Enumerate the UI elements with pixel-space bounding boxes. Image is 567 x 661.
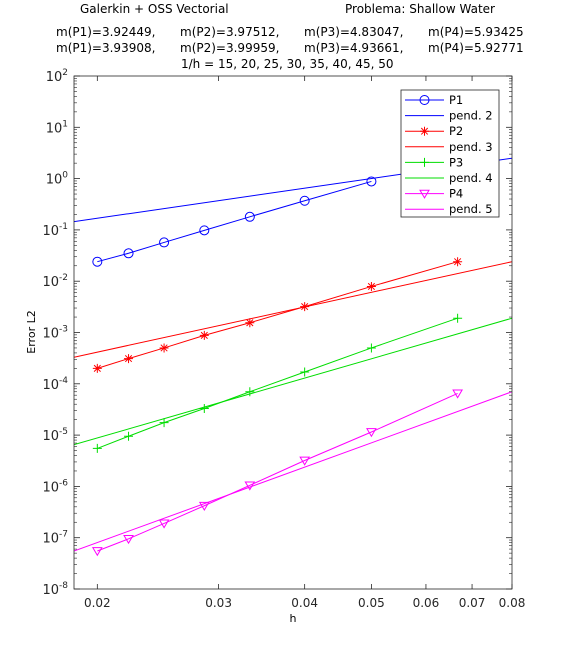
data-point-p2-8 <box>453 257 463 267</box>
header-line2-p2: m(P2)=3.97512, <box>180 25 280 39</box>
header-line3-p4: m(P4)=5.92771 <box>428 41 524 55</box>
series-line-p1 <box>97 180 372 263</box>
data-point-p2-1 <box>92 363 102 373</box>
header-line1-left: Galerkin + OSS Vectorial <box>80 2 229 16</box>
series-line-pend-5 <box>74 391 512 552</box>
y-tick-label-5: 10-4 <box>42 376 68 393</box>
data-point-p1-1 <box>92 256 103 267</box>
legend-label-p1: P1 <box>449 93 463 107</box>
data-point-p3-5 <box>245 387 255 397</box>
y-tick-label-1: 10-8 <box>42 581 68 598</box>
x-tick-label-7: 0.08 <box>499 596 526 610</box>
header-line1-right: Problema: Shallow Water <box>345 2 495 16</box>
data-point-p1-7 <box>366 176 377 187</box>
data-point-p1-6 <box>299 195 310 206</box>
data-point-p3-1 <box>92 443 102 453</box>
header-line3-p2: m(P2)=3.99959, <box>180 41 280 55</box>
legend-label-pend-3: pend. 3 <box>449 140 493 154</box>
y-tick-label-2: 10-7 <box>42 530 68 547</box>
data-point-p3-3 <box>159 418 169 428</box>
data-point-p3-8 <box>453 313 463 323</box>
x-tick-label-2: 0.03 <box>205 596 232 610</box>
x-tick-label-1: 0.02 <box>84 596 111 610</box>
legend-label-pend-5: pend. 5 <box>449 202 493 216</box>
header-line4: 1/h = 15, 20, 25, 30, 35, 40, 45, 50 <box>181 57 394 71</box>
legend-label-p4: P4 <box>449 187 463 201</box>
data-point-p4-6 <box>299 456 311 466</box>
legend-marker-p1 <box>419 95 430 105</box>
y-tick-label-10: 101 <box>46 119 68 136</box>
header-line2-p3: m(P3)=4.83047, <box>304 25 404 39</box>
legend-label-pend-2: pend. 2 <box>449 109 493 123</box>
data-point-p4-2 <box>123 534 134 545</box>
data-point-p2-7 <box>366 281 376 291</box>
header-line3-p1: m(P1)=3.93908, <box>56 41 156 55</box>
y-tick-label-4: 10-5 <box>42 427 68 444</box>
data-point-p4-8 <box>452 389 463 399</box>
data-point-p1-4 <box>199 225 210 236</box>
data-point-p3-2 <box>124 431 134 441</box>
legend-marker-p3 <box>420 157 429 167</box>
x-tick-label-3: 0.04 <box>291 596 318 610</box>
legend-label-p2: P2 <box>449 124 463 138</box>
y-tick-label-9: 100 <box>46 171 69 188</box>
y-tick-label-7: 10-2 <box>42 273 68 290</box>
x-axis-label: h <box>290 612 297 625</box>
header-line2-p1: m(P1)=3.92449, <box>56 25 156 39</box>
series-line-pend-4 <box>74 317 512 446</box>
series-clip-group <box>74 157 512 557</box>
data-point-p4-1 <box>91 547 103 557</box>
data-point-p4-4 <box>198 501 210 511</box>
legend-box <box>400 89 500 218</box>
header-line3-p3: m(P3)=4.93661, <box>304 41 404 55</box>
y-tick-label-3: 10-6 <box>42 478 68 495</box>
x-tick-label-6: 0.07 <box>459 596 486 610</box>
data-point-p4-7 <box>366 428 377 438</box>
data-point-p2-2 <box>124 354 134 364</box>
y-tick-label-6: 10-3 <box>42 325 68 342</box>
series-layer <box>74 157 512 557</box>
legend-marker-p4 <box>419 189 430 199</box>
data-point-p1-3 <box>159 237 170 248</box>
axes-layer: 0.02 0.03 0.04 0.05 0.06 0.07 0.08 10-8 10-7 10-6… <box>42 68 525 610</box>
data-point-p1-2 <box>123 248 134 259</box>
series-line-pend-3 <box>74 261 512 358</box>
data-point-p3-7 <box>366 343 376 353</box>
data-point-p1-5 <box>244 211 255 222</box>
y-tick-label-8: 10-1 <box>42 222 68 239</box>
header-line2-p4: m(P4)=5.93425 <box>428 25 524 39</box>
x-tick-label-5: 0.06 <box>413 596 440 610</box>
data-point-p2-5 <box>245 318 255 328</box>
legend-label-p3: P3 <box>449 155 463 169</box>
data-point-p2-4 <box>199 330 209 340</box>
data-point-p3-4 <box>199 404 209 413</box>
y-axis-label: Error L2 <box>25 310 38 353</box>
data-point-p3-6 <box>300 367 310 377</box>
legend-label-pend-4: pend. 4 <box>449 171 493 185</box>
legend-marker-p2 <box>420 126 429 136</box>
data-point-p4-3 <box>158 519 170 529</box>
y-tick-label-11: 102 <box>46 68 68 85</box>
series-line-p2 <box>97 261 458 369</box>
x-tick-label-4: 0.05 <box>358 596 385 610</box>
data-point-p2-3 <box>159 343 169 353</box>
